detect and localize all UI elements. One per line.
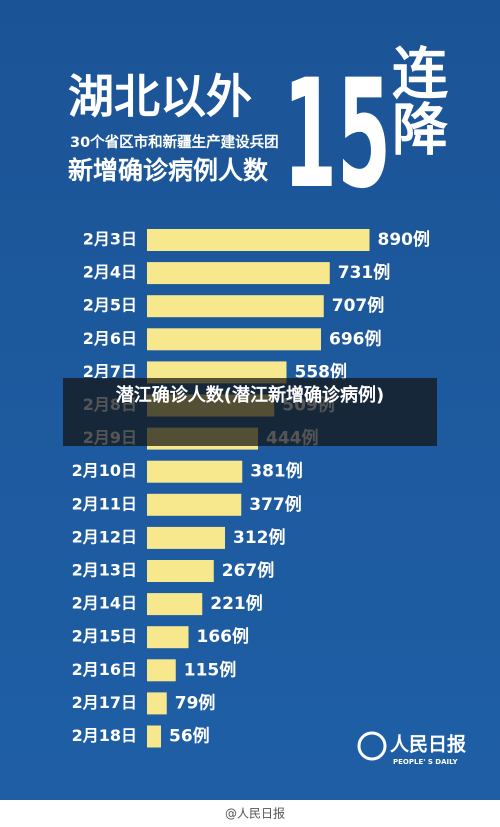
- bar: [147, 229, 370, 251]
- value-label: 381例: [250, 461, 303, 482]
- value-label: 377例: [249, 494, 302, 515]
- bar: [147, 593, 203, 616]
- watermark-strip: [0, 800, 500, 827]
- category-label: 2月11日: [72, 494, 137, 513]
- value-label: 558例: [295, 361, 348, 382]
- value-label: 890例: [378, 229, 431, 250]
- value-label: 166例: [197, 626, 250, 647]
- logo-icon: [357, 731, 387, 761]
- value-label: 312例: [233, 527, 286, 548]
- value-label: 221例: [210, 593, 263, 614]
- category-label: 2月16日: [72, 660, 137, 679]
- category-label: 2月15日: [72, 627, 137, 646]
- chart-subtitle: 30个省区市和新疆生产建设兵团: [70, 133, 279, 151]
- bar: [147, 560, 214, 582]
- category-label: 2月7日: [83, 362, 137, 381]
- category-label: 2月5日: [83, 296, 137, 315]
- value-label: 115例: [184, 659, 237, 680]
- value-label: 56例: [169, 726, 210, 747]
- bar: [147, 626, 189, 649]
- value-label: 79例: [175, 692, 216, 713]
- logo-name: 人民日报: [390, 733, 466, 756]
- category-label: 2月12日: [72, 527, 137, 546]
- bar: [147, 262, 330, 285]
- value-label: 696例: [329, 328, 382, 349]
- value-label: 731例: [338, 262, 391, 283]
- value-label: 267例: [222, 560, 275, 581]
- chart-title: 湖北以外: [68, 70, 252, 124]
- bar: [147, 361, 287, 384]
- category-label: 2月3日: [83, 230, 137, 249]
- category-label: 2月10日: [72, 461, 137, 480]
- bar: [147, 328, 321, 351]
- caption: 潜江确诊人数(潜江新增确诊病例): [63, 378, 437, 446]
- category-label: 2月6日: [83, 329, 137, 348]
- bar: [147, 659, 176, 682]
- category-label: 2月13日: [72, 561, 137, 580]
- headline-number: 15: [283, 48, 391, 222]
- headline-word: 连降: [383, 44, 448, 156]
- bar: [147, 493, 242, 516]
- chart-title-line2: 新增确诊病例人数: [68, 156, 269, 185]
- bar: [147, 460, 243, 483]
- category-label: 2月4日: [83, 263, 137, 282]
- bar: [147, 295, 324, 318]
- category-label: 2月14日: [72, 594, 137, 613]
- logo-english: PEOPLE' S DAILY: [393, 758, 458, 766]
- watermark: @人民日报: [225, 806, 285, 821]
- bar: [147, 725, 161, 748]
- logo: 人民日报 PEOPLE' S DAILY: [357, 731, 466, 766]
- category-label: 2月17日: [72, 693, 137, 712]
- bar: [147, 526, 225, 549]
- bar: [147, 692, 167, 715]
- category-label: 2月18日: [72, 726, 137, 745]
- value-label: 707例: [332, 295, 385, 316]
